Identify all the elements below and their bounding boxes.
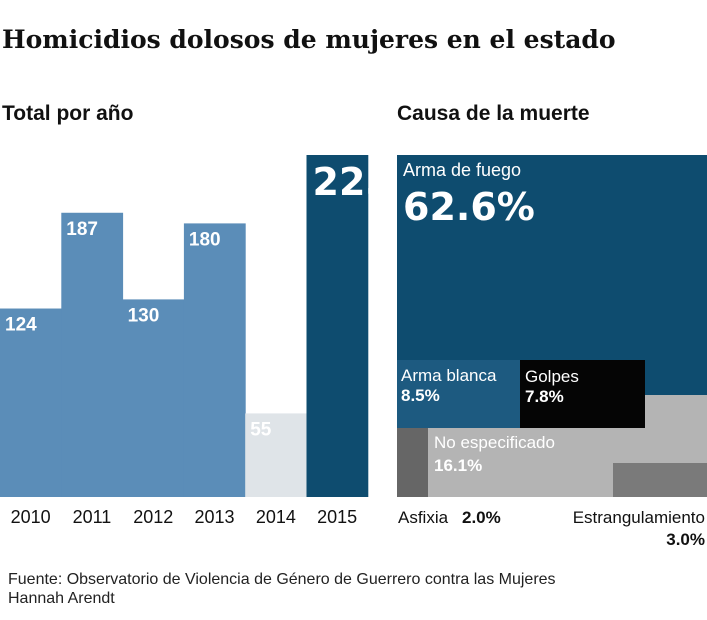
cell-value: 7.8% bbox=[525, 387, 564, 406]
x-tick-label: 2015 bbox=[317, 507, 357, 527]
value-label: 187 bbox=[66, 219, 98, 240]
x-tick-label: 2014 bbox=[256, 507, 296, 527]
cell-value: 3.0% bbox=[666, 530, 705, 549]
cell-label: Arma de fuego bbox=[403, 160, 521, 180]
bar bbox=[122, 299, 185, 497]
cell-label: Arma blanca bbox=[401, 366, 497, 385]
cell-value: 2.0% bbox=[462, 508, 501, 527]
treemap-cell bbox=[520, 360, 645, 428]
bar bbox=[183, 223, 246, 497]
value-label: 180 bbox=[189, 229, 221, 250]
treemap-title: Causa de la muerte bbox=[397, 102, 590, 125]
x-tick-label: 2012 bbox=[133, 507, 173, 527]
cell-value: 62.6% bbox=[403, 185, 535, 229]
treemap-cell bbox=[397, 360, 520, 428]
value-label: 124 bbox=[5, 315, 37, 336]
bar bbox=[61, 212, 124, 497]
source: Fuente: Observatorio de Violencia de Gén… bbox=[8, 571, 556, 588]
cell-value: 8.5% bbox=[401, 386, 440, 405]
bar bbox=[0, 308, 62, 497]
value-label: 225 bbox=[313, 160, 392, 204]
cell-label: Golpes bbox=[525, 367, 579, 386]
x-tick-label: 2011 bbox=[73, 507, 112, 527]
value-label: 55 bbox=[250, 419, 272, 440]
bar bbox=[245, 413, 307, 497]
cell-label: No especificado bbox=[434, 433, 555, 452]
treemap-cell bbox=[428, 395, 707, 497]
cell-value: 16.1% bbox=[434, 456, 482, 475]
treemap-cell bbox=[397, 155, 707, 395]
treemap-cell bbox=[613, 463, 707, 497]
bar-title: Total por año bbox=[2, 102, 133, 125]
treemap-cell bbox=[397, 428, 428, 497]
bar bbox=[306, 155, 369, 497]
value-label: 130 bbox=[128, 305, 160, 326]
cell-label: Asfixia bbox=[398, 508, 449, 527]
x-tick-label: 2010 bbox=[11, 507, 51, 527]
source: Hannah Arendt bbox=[8, 590, 115, 607]
cell-label: Estrangulamiento bbox=[573, 508, 705, 527]
x-tick-label: 2013 bbox=[195, 507, 235, 527]
title: Homicidios dolosos de mujeres en el esta… bbox=[2, 25, 616, 54]
